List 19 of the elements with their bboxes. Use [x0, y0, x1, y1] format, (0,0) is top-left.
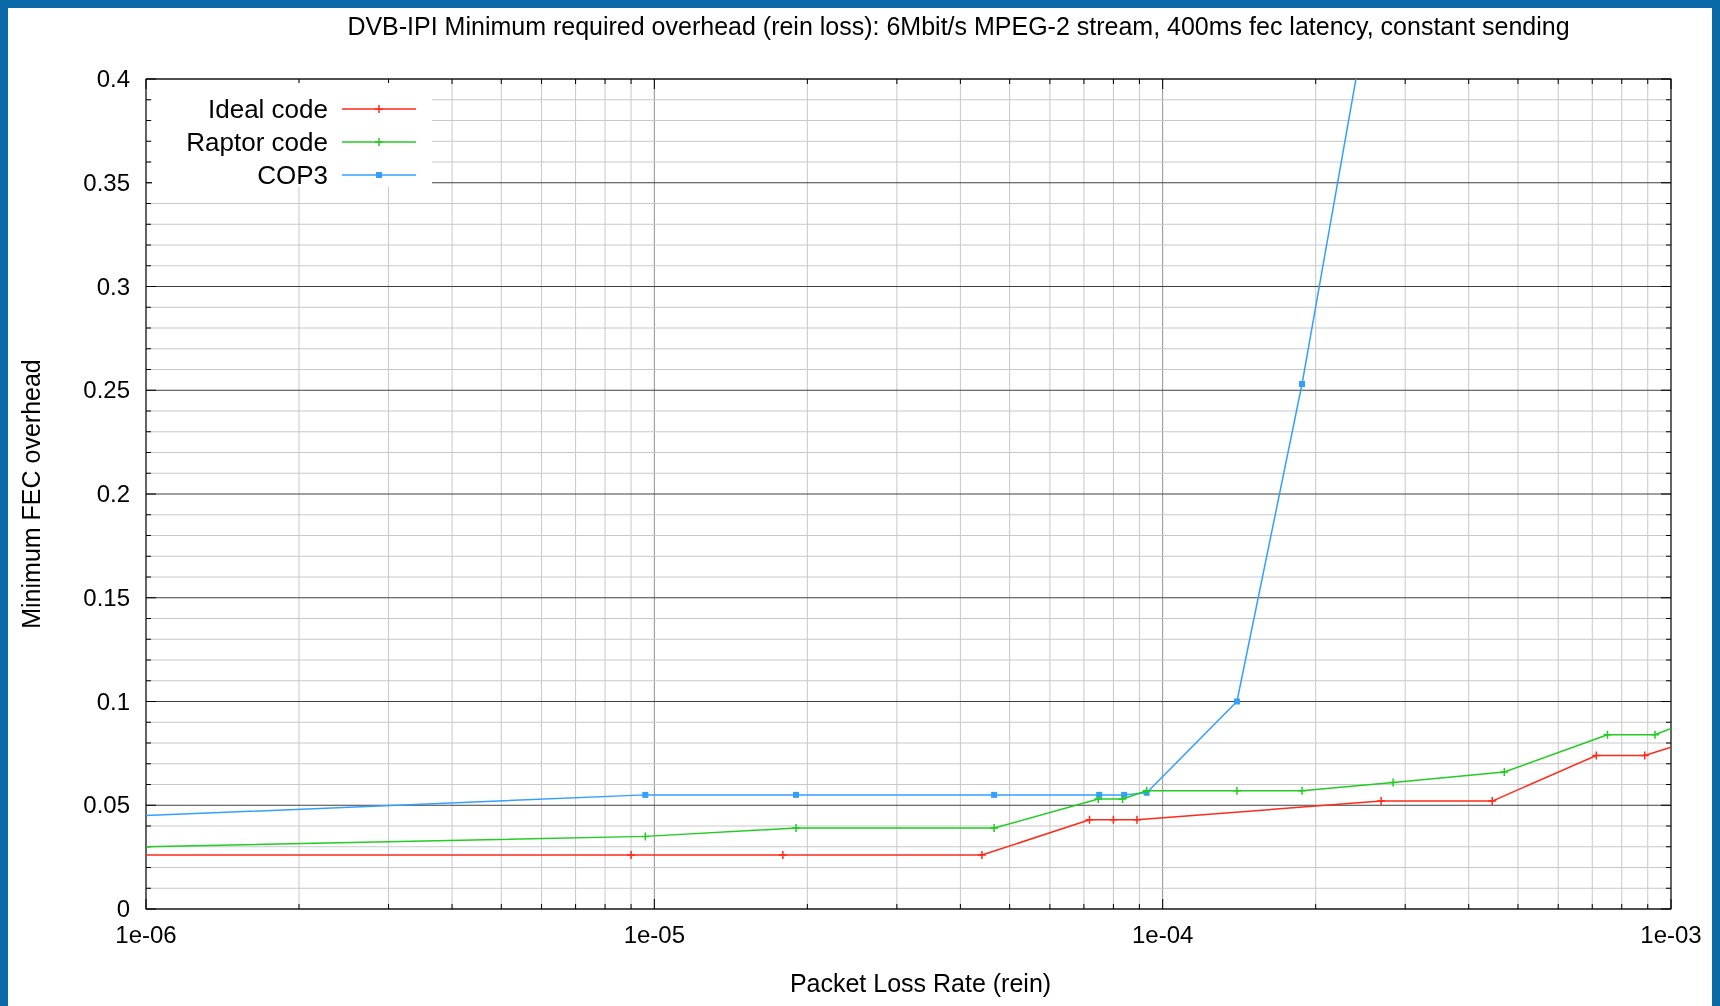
x-tick-label: 1e-04 — [1131, 921, 1194, 948]
x-tick-label: 1e-03 — [1640, 921, 1702, 948]
y-tick-label: 0.05 — [83, 791, 130, 819]
y-tick-label: 0.25 — [83, 376, 130, 404]
y-axis-title: Minimum FEC overhead — [17, 359, 45, 629]
y-tick-label: 0.15 — [83, 583, 130, 611]
legend-label: Raptor code — [186, 127, 328, 157]
y-tick-label: 0.3 — [96, 272, 130, 300]
y-tick-label: 0.1 — [96, 687, 130, 715]
x-tick-label: 1e-05 — [623, 921, 686, 948]
legend-label: Ideal code — [208, 94, 328, 124]
y-tick-label: 0.4 — [96, 65, 130, 92]
y-tick-label: 0.35 — [83, 168, 130, 196]
y-tick-label: 0 — [116, 895, 130, 922]
x-axis-title: Packet Loss Rate (rein) — [789, 969, 1052, 997]
legend-label: COP3 — [257, 160, 328, 190]
y-tick-label: 0.2 — [96, 480, 130, 507]
x-tick-label: 1e-06 — [115, 921, 177, 948]
chart-title: DVB-IPI Minimum required overhead (rein loss): 6Mbit/s MPEG-2 stream, 400ms fec latency, constant sending — [347, 12, 1570, 40]
